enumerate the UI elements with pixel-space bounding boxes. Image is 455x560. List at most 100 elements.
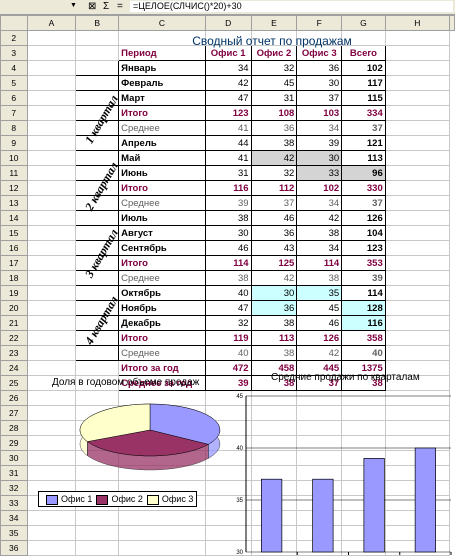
row-header[interactable]: 7 (0, 105, 28, 121)
sigma-icon[interactable]: Σ (103, 1, 110, 12)
cancel-icon[interactable]: ⊠ (88, 1, 97, 12)
row-header[interactable]: 5 (0, 75, 28, 91)
value-cell[interactable]: 119 (204, 330, 252, 346)
value-cell[interactable]: 37 (341, 120, 386, 136)
cell[interactable] (384, 180, 451, 196)
column-header-f[interactable]: F (296, 15, 343, 31)
select-all-corner[interactable] (0, 15, 28, 31)
cell[interactable] (26, 75, 77, 91)
column-header-b[interactable]: B (75, 15, 120, 31)
value-cell[interactable]: 330 (341, 180, 386, 196)
value-cell[interactable]: 472 (204, 360, 252, 376)
value-cell[interactable]: 113 (341, 150, 386, 166)
cell[interactable] (384, 195, 451, 211)
value-cell[interactable]: 353 (341, 255, 386, 271)
value-cell[interactable]: 108 (250, 105, 298, 121)
value-cell[interactable]: 103 (296, 105, 343, 121)
value-cell[interactable]: 42 (204, 75, 252, 91)
column-header-h[interactable]: H (384, 15, 451, 31)
row-header[interactable]: 20 (0, 300, 28, 316)
cell[interactable] (384, 300, 451, 316)
cell[interactable] (26, 45, 77, 61)
cell[interactable] (75, 60, 120, 76)
value-cell[interactable]: 126 (341, 210, 386, 226)
value-cell[interactable]: 115 (341, 90, 386, 106)
cell[interactable] (75, 345, 120, 361)
value-cell[interactable]: 41 (204, 120, 252, 136)
row-label[interactable]: Среднее (118, 120, 206, 136)
value-cell[interactable]: 46 (296, 315, 343, 331)
row-header[interactable]: 11 (0, 165, 28, 181)
value-cell[interactable]: 116 (341, 315, 386, 331)
value-cell[interactable]: 123 (341, 240, 386, 256)
cell[interactable] (384, 255, 451, 271)
cell[interactable] (26, 300, 77, 316)
cell[interactable] (118, 510, 206, 526)
row-header[interactable]: 29 (0, 435, 28, 451)
cell[interactable] (26, 510, 77, 526)
cell[interactable] (26, 225, 77, 241)
cell[interactable] (26, 180, 77, 196)
row-label[interactable]: Итого (118, 330, 206, 346)
cell[interactable] (384, 330, 451, 346)
cell[interactable] (118, 540, 206, 556)
value-cell[interactable]: 334 (341, 105, 386, 121)
row-header[interactable]: 18 (0, 270, 28, 286)
value-cell[interactable]: 102 (341, 60, 386, 76)
value-cell[interactable]: 32 (250, 165, 298, 181)
value-cell[interactable]: 46 (250, 210, 298, 226)
value-cell[interactable]: 41 (204, 150, 252, 166)
cell[interactable] (384, 345, 451, 361)
value-cell[interactable]: 38 (250, 345, 298, 361)
row-label[interactable]: Ноябрь (118, 300, 206, 316)
cell[interactable] (75, 540, 120, 556)
bar-chart[interactable]: 30 35 40 45 (226, 382, 455, 560)
cell[interactable] (26, 210, 77, 226)
row-header[interactable]: 6 (0, 90, 28, 106)
value-cell[interactable]: 42 (250, 150, 298, 166)
row-label[interactable]: Февраль (118, 75, 206, 91)
row-header[interactable]: 8 (0, 120, 28, 136)
equals-icon[interactable]: = (117, 1, 123, 12)
value-cell[interactable]: 30 (296, 75, 343, 91)
row-header[interactable]: 15 (0, 225, 28, 241)
cell[interactable] (75, 360, 120, 376)
value-cell[interactable]: 40 (204, 345, 252, 361)
cell[interactable] (75, 45, 120, 61)
row-header[interactable]: 12 (0, 180, 28, 196)
row-header[interactable]: 14 (0, 210, 28, 226)
value-cell[interactable]: 39 (296, 135, 343, 151)
cell[interactable] (26, 30, 77, 46)
value-cell[interactable]: 38 (204, 270, 252, 286)
cell[interactable] (26, 135, 77, 151)
column-header-e[interactable]: E (250, 15, 298, 31)
row-header[interactable]: 2 (0, 30, 28, 46)
row-header[interactable]: 34 (0, 510, 28, 526)
cell[interactable] (26, 315, 77, 331)
cell[interactable] (26, 525, 77, 541)
value-cell[interactable]: 102 (296, 180, 343, 196)
column-header-c[interactable]: C (118, 15, 206, 31)
value-cell[interactable]: 32 (250, 60, 298, 76)
row-header[interactable]: 30 (0, 450, 28, 466)
value-cell[interactable]: 114 (204, 255, 252, 271)
value-cell[interactable]: 128 (341, 300, 386, 316)
value-cell[interactable]: 114 (341, 285, 386, 301)
cell[interactable] (26, 120, 77, 136)
row-label[interactable]: Итого (118, 255, 206, 271)
value-cell[interactable]: 34 (296, 240, 343, 256)
row-label[interactable]: Август (118, 225, 206, 241)
cell[interactable] (75, 510, 120, 526)
row-label[interactable]: Январь (118, 60, 206, 76)
value-cell[interactable]: 37 (296, 90, 343, 106)
row-header[interactable]: 27 (0, 405, 28, 421)
cell[interactable] (384, 105, 451, 121)
row-header[interactable]: 25 (0, 375, 28, 391)
value-cell[interactable]: 30 (204, 225, 252, 241)
cell[interactable] (384, 60, 451, 76)
value-cell[interactable]: 31 (204, 165, 252, 181)
value-cell[interactable]: 47 (204, 90, 252, 106)
row-header[interactable]: 19 (0, 285, 28, 301)
value-cell[interactable]: 117 (341, 75, 386, 91)
cell[interactable] (384, 285, 451, 301)
